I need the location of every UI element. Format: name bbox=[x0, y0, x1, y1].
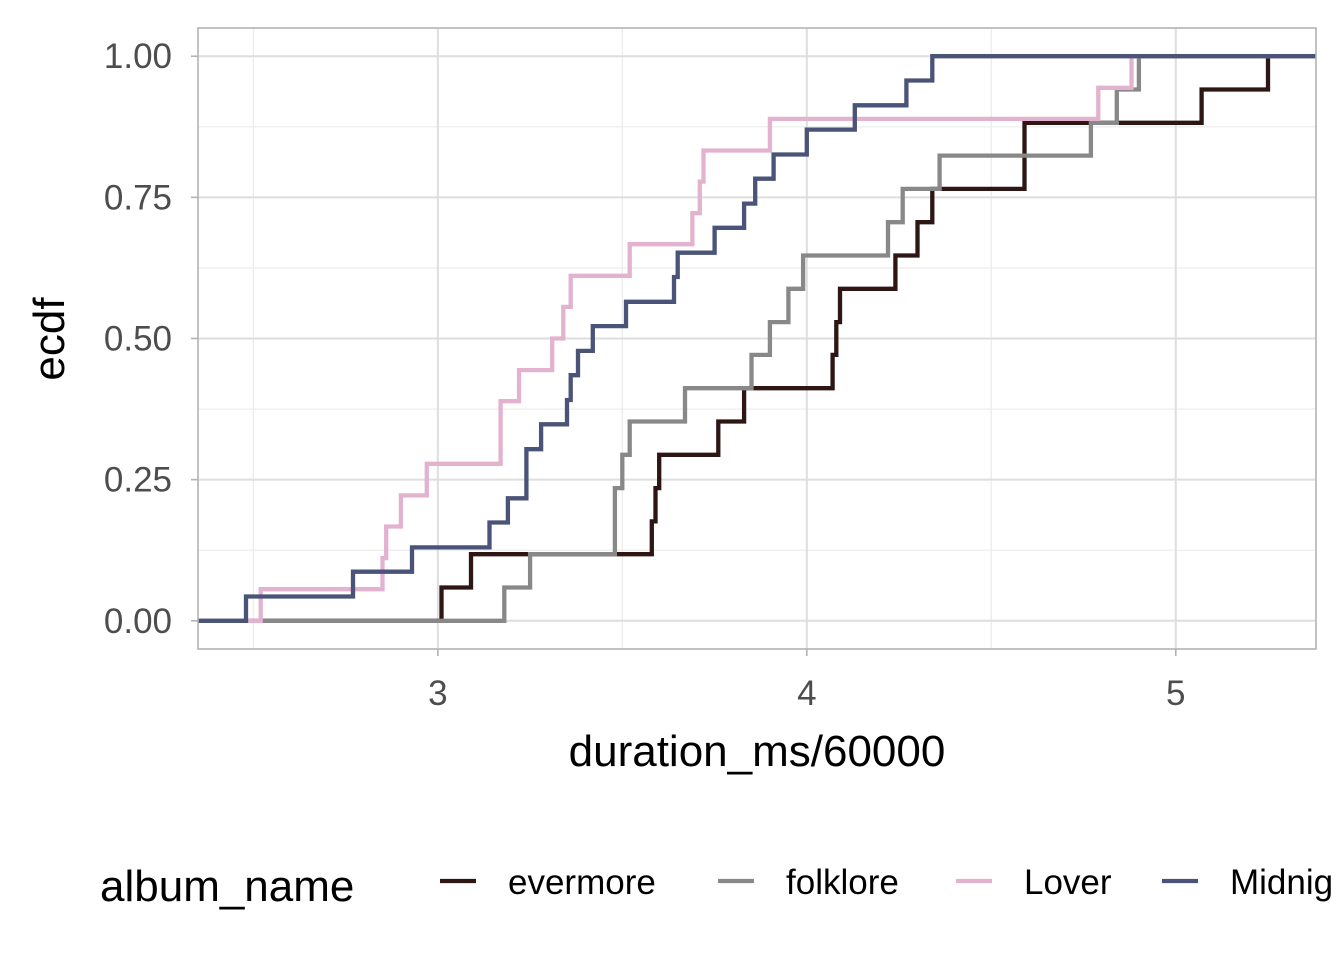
y-tick-label: 0.50 bbox=[104, 320, 172, 359]
y-axis-title: ecdf bbox=[25, 297, 74, 381]
x-tick-label: 3 bbox=[428, 674, 447, 713]
y-axis-ticks: 0.00 0.25 0.50 0.75 1.00 bbox=[104, 37, 198, 641]
legend-label-folklore: folklore bbox=[786, 863, 899, 902]
series-line-lover bbox=[198, 54, 1316, 623]
x-tick-label: 4 bbox=[797, 674, 816, 713]
legend: evermore folklore Lover Midnig bbox=[440, 863, 1333, 902]
x-tick-label: 5 bbox=[1166, 674, 1185, 713]
legend-label-midnig: Midnig bbox=[1230, 863, 1333, 902]
x-axis-title: duration_ms/60000 bbox=[569, 727, 946, 776]
legend-label-lover: Lover bbox=[1024, 863, 1112, 902]
legend-title: album_name bbox=[100, 862, 354, 911]
y-tick-label: 1.00 bbox=[104, 37, 172, 76]
series-line-midnig bbox=[198, 54, 1316, 623]
y-tick-label: 0.00 bbox=[104, 602, 172, 641]
legend-label-evermore: evermore bbox=[508, 863, 656, 902]
y-tick-label: 0.75 bbox=[104, 178, 172, 217]
series-line-folklore bbox=[198, 54, 1316, 623]
y-tick-label: 0.25 bbox=[104, 461, 172, 500]
x-axis-ticks: 3 4 5 bbox=[428, 649, 1186, 713]
series-lines bbox=[198, 54, 1316, 623]
